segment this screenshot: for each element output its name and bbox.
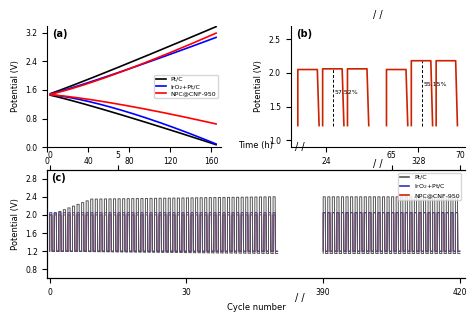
Legend: Pt/C, IrO₂+Pt/C, NPC@CNF-950: Pt/C, IrO₂+Pt/C, NPC@CNF-950 xyxy=(155,75,218,98)
Text: / /: / / xyxy=(373,10,383,20)
Legend: Pt/C, IrO$_2$+Pt/C, NPC@CNF-950: Pt/C, IrO$_2$+Pt/C, NPC@CNF-950 xyxy=(398,173,461,200)
Text: (a): (a) xyxy=(53,29,68,39)
X-axis label: Cycle number: Cycle number xyxy=(227,303,285,312)
X-axis label: Cycle  number: Cycle number xyxy=(347,172,408,180)
Y-axis label: Potential (V): Potential (V) xyxy=(255,60,264,112)
Y-axis label: Potential (V): Potential (V) xyxy=(11,198,20,250)
X-axis label: Current density (mA/cm²): Current density (mA/cm²) xyxy=(81,172,188,180)
Text: / /: / / xyxy=(295,292,304,302)
Text: 57.52%: 57.52% xyxy=(335,90,358,95)
Text: / /: / / xyxy=(373,159,383,169)
X-axis label: Time (h): Time (h) xyxy=(238,141,273,150)
Y-axis label: Potential (V): Potential (V) xyxy=(11,60,20,112)
Text: (c): (c) xyxy=(52,173,66,183)
Text: 55.15%: 55.15% xyxy=(423,82,447,87)
Text: (b): (b) xyxy=(296,29,312,39)
Text: / /: / / xyxy=(295,142,304,152)
